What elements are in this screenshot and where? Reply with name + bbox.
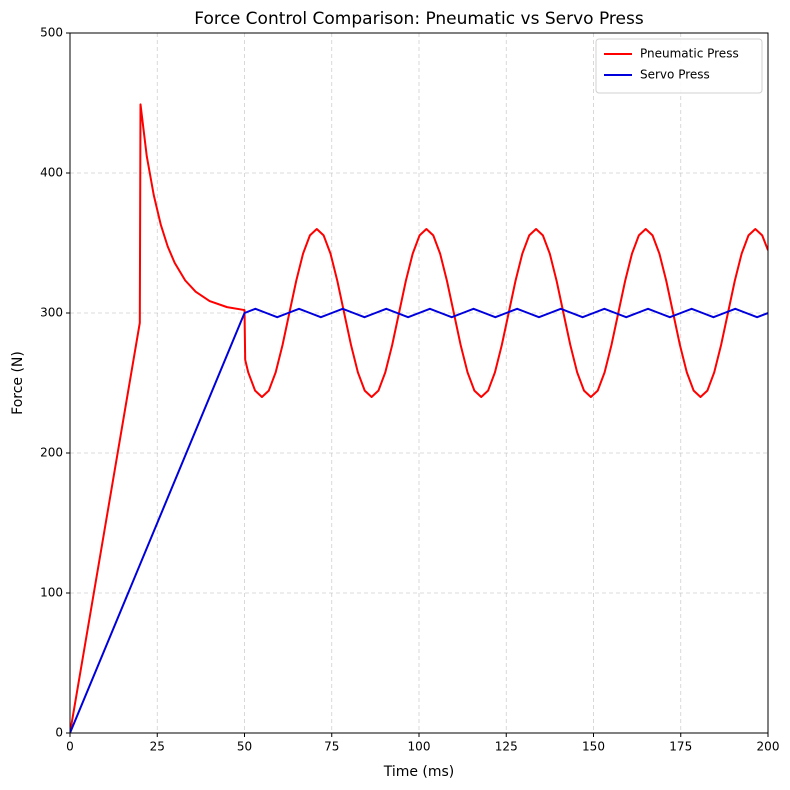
- y-axis-label: Force (N): [10, 351, 26, 415]
- x-tick-label: 75: [324, 740, 339, 754]
- x-tick-label: 200: [757, 740, 780, 754]
- legend-label: Pneumatic Press: [640, 47, 739, 61]
- x-tick-label: 25: [150, 740, 165, 754]
- chart-title: Force Control Comparison: Pneumatic vs S…: [194, 9, 644, 29]
- y-tick-label: 300: [40, 306, 63, 320]
- legend-box: [595, 38, 763, 94]
- y-tick-label: 200: [40, 446, 63, 460]
- x-tick-label: 125: [495, 740, 518, 754]
- x-tick-label: 150: [582, 740, 605, 754]
- series-line: [70, 103, 768, 733]
- y-tick-label: 100: [40, 586, 63, 600]
- x-tick-label: 50: [237, 740, 252, 754]
- y-tick-label: 400: [40, 166, 63, 180]
- x-axis-label: Time (ms): [383, 764, 455, 780]
- y-tick-label: 0: [55, 726, 63, 740]
- legend-label: Servo Press: [640, 68, 710, 82]
- plot-frame: [69, 32, 769, 734]
- series-line: [70, 307, 768, 733]
- x-tick-label: 0: [66, 740, 74, 754]
- x-tick-label: 175: [669, 740, 692, 754]
- y-tick-label: 500: [40, 26, 63, 40]
- x-tick-label: 100: [408, 740, 431, 754]
